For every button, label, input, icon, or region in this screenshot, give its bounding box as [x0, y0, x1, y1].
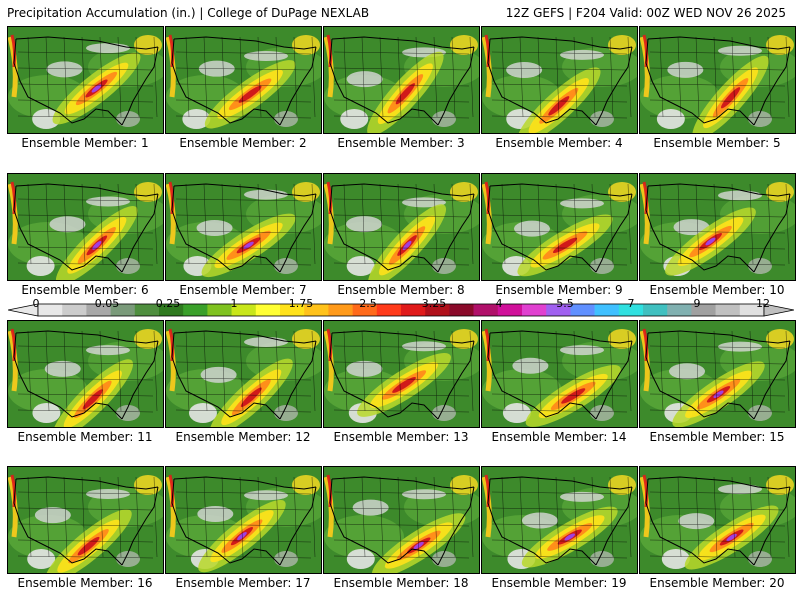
colorbar-swatch	[618, 304, 644, 316]
ensemble-map-panel	[481, 466, 638, 574]
colorbar-swatch	[522, 304, 547, 316]
colorbar-tick-label: 0.05	[94, 297, 120, 310]
ensemble-map-panel	[165, 173, 322, 281]
colorbar-swatch	[594, 304, 620, 316]
colorbar-tick-label: 2.5	[359, 297, 377, 310]
ensemble-map-panel	[323, 26, 480, 134]
ensemble-member-label: Ensemble Member: 13	[333, 430, 469, 444]
colorbar-swatch	[328, 304, 353, 316]
ensemble-member-label: Ensemble Member: 9	[495, 283, 623, 297]
ensemble-map-panel	[639, 26, 796, 134]
colorbar-swatch	[570, 304, 595, 316]
colorbar-swatch	[667, 304, 692, 316]
ensemble-map-panel	[639, 173, 796, 281]
ensemble-member-label: Ensemble Member: 2	[179, 136, 307, 150]
colorbar-tick-label: 3.25	[421, 297, 447, 310]
ensemble-member-label: Ensemble Member: 16	[17, 576, 153, 590]
colorbar-swatch	[38, 304, 63, 316]
colorbar-swatch	[473, 304, 499, 316]
colorbar-swatch	[739, 304, 765, 316]
ensemble-member-label: Ensemble Member: 15	[649, 430, 785, 444]
colorbar-tick-label: 7	[627, 297, 635, 310]
colorbar-tick-label: 1	[230, 297, 238, 310]
colorbar-tick-label: 9	[693, 297, 701, 310]
ensemble-map-panel	[7, 26, 164, 134]
ensemble-map-panel	[481, 320, 638, 428]
ensemble-map-panel	[7, 173, 164, 281]
colorbar-tick-label: 0	[32, 297, 40, 310]
ensemble-member-label: Ensemble Member: 8	[337, 283, 465, 297]
ensemble-map-panel	[165, 466, 322, 574]
ensemble-member-label: Ensemble Member: 14	[491, 430, 627, 444]
ensemble-map-panel	[639, 466, 796, 574]
ensemble-map-panel	[323, 466, 480, 574]
colorbar-swatch	[134, 304, 160, 316]
ensemble-member-label: Ensemble Member: 5	[653, 136, 781, 150]
model-run-info: 12Z GEFS | F204 Valid: 00Z WED NOV 26 20…	[505, 6, 786, 20]
ensemble-member-label: Ensemble Member: 3	[337, 136, 465, 150]
ensemble-map-panel	[165, 26, 322, 134]
ensemble-map-panel	[165, 320, 322, 428]
colorbar-swatch	[376, 304, 402, 316]
ensemble-member-label: Ensemble Member: 19	[491, 576, 627, 590]
colorbar-swatch	[449, 304, 474, 316]
colorbar-swatch	[110, 304, 136, 316]
colorbar-swatch	[255, 304, 281, 316]
ensemble-map-panel	[7, 320, 164, 428]
ensemble-member-label: Ensemble Member: 4	[495, 136, 623, 150]
ensemble-member-label: Ensemble Member: 11	[17, 430, 153, 444]
ensemble-member-label: Ensemble Member: 6	[21, 283, 149, 297]
ensemble-map-panel	[323, 320, 480, 428]
colorbar-swatch	[280, 304, 305, 316]
colorbar-swatch	[691, 304, 716, 316]
ensemble-map-panel	[7, 466, 164, 574]
colorbar-swatch	[643, 304, 668, 316]
colorbar-swatch	[401, 304, 426, 316]
colorbar-swatch	[183, 304, 208, 316]
colorbar-tick-label: 5.5	[556, 297, 574, 310]
ensemble-member-label: Ensemble Member: 1	[21, 136, 149, 150]
colorbar-swatch	[159, 304, 184, 316]
colorbar-high-arrow	[763, 303, 795, 317]
precipitation-colorbar	[7, 301, 795, 319]
ensemble-map-panel	[481, 173, 638, 281]
colorbar-tick-label: 4	[495, 297, 503, 310]
ensemble-map-panel	[323, 173, 480, 281]
ensemble-member-label: Ensemble Member: 20	[649, 576, 785, 590]
colorbar-tick-label: 1.75	[288, 297, 314, 310]
colorbar-swatch	[352, 304, 378, 316]
ensemble-map-panel	[481, 26, 638, 134]
ensemble-member-label: Ensemble Member: 7	[179, 283, 307, 297]
ensemble-map-panel	[639, 320, 796, 428]
colorbar-swatch	[546, 304, 571, 316]
ensemble-member-label: Ensemble Member: 18	[333, 576, 469, 590]
colorbar-tick-label: 12	[756, 297, 770, 310]
colorbar-swatch	[86, 304, 111, 316]
map-title: Precipitation Accumulation (in.) | Colle…	[7, 6, 370, 20]
colorbar-swatch	[231, 304, 257, 316]
ensemble-member-label: Ensemble Member: 17	[175, 576, 311, 590]
colorbar-swatch	[425, 304, 450, 316]
colorbar-swatch	[62, 304, 87, 316]
colorbar-swatch	[497, 304, 523, 316]
colorbar-swatch	[715, 304, 741, 316]
colorbar-tick-label: 0.25	[155, 297, 181, 310]
ensemble-member-label: Ensemble Member: 10	[649, 283, 785, 297]
colorbar-swatch	[207, 304, 232, 316]
ensemble-member-label: Ensemble Member: 12	[175, 430, 311, 444]
colorbar-swatch	[304, 304, 329, 316]
